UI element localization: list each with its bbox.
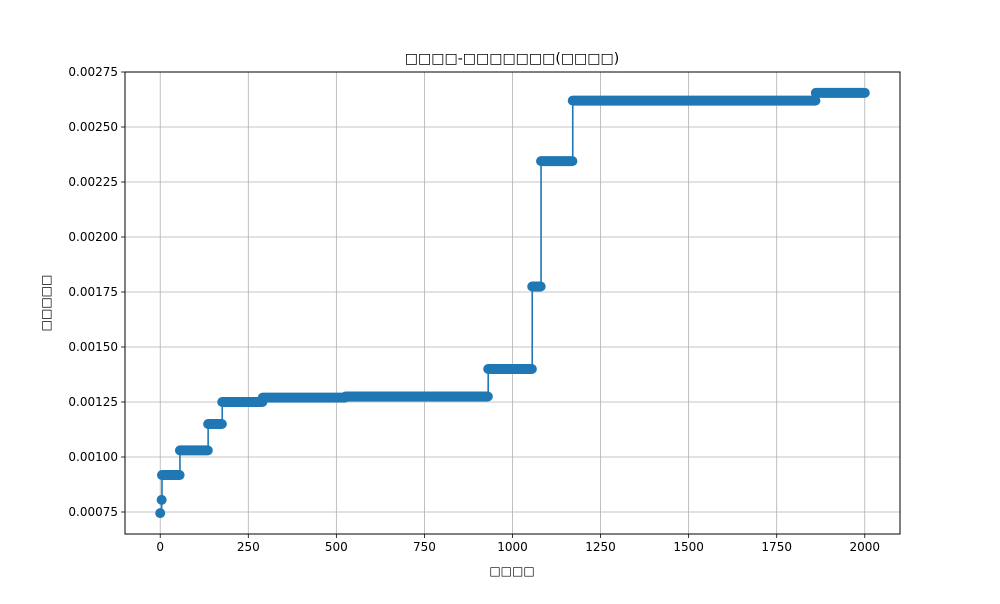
y-tick-label: 0.00225 <box>68 175 118 189</box>
y-tick-label: 0.00150 <box>68 340 118 354</box>
y-axis-ticks: 0.00075 0.00100 0.00125 0.00150 0.00175 0.002… <box>68 65 125 519</box>
x-tick-label: 1000 <box>497 540 528 554</box>
data-point <box>156 494 167 505</box>
x-tick-label: 2000 <box>849 540 880 554</box>
x-tick-label: 1250 <box>585 540 616 554</box>
x-axis-ticks: 0 250 500 750 1000 1250 1500 1750 2000 <box>156 534 880 554</box>
x-tick-label: 1500 <box>673 540 704 554</box>
x-axis-label: □□□□ <box>489 564 534 578</box>
y-tick-label: 0.00175 <box>68 285 118 299</box>
y-tick-label: 0.00275 <box>68 65 118 79</box>
grid-layer <box>125 71 900 534</box>
x-tick-label: 750 <box>413 540 436 554</box>
y-tick-label: 0.00100 <box>68 450 118 464</box>
x-tick-label: 250 <box>237 540 260 554</box>
data-point <box>155 508 166 519</box>
x-tick-label: 1750 <box>761 540 792 554</box>
y-tick-label: 0.00075 <box>68 505 118 519</box>
chart-title: □□□□-□□□□□□□(□□□□) <box>405 51 619 67</box>
series-layer <box>155 87 870 519</box>
y-tick-label: 0.00125 <box>68 395 118 409</box>
x-tick-label: 0 <box>156 540 164 554</box>
y-axis-label: □□□□□ <box>39 275 53 332</box>
y-tick-label: 0.00200 <box>68 230 118 244</box>
x-tick-label: 500 <box>325 540 348 554</box>
y-tick-label: 0.00250 <box>68 120 118 134</box>
